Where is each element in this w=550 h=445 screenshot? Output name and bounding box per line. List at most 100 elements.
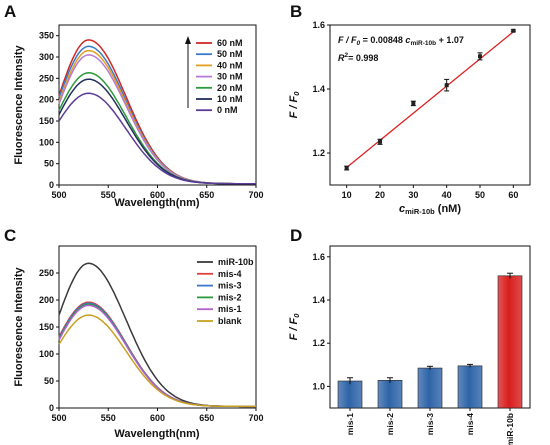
chart-d-bar [417, 367, 443, 409]
chart-b-ylabel: F / F0 [288, 91, 301, 119]
chart-d-bar [457, 365, 483, 409]
chart-a-y-tick-label: 300 [39, 52, 54, 62]
chart-b-point [344, 166, 349, 171]
chart-a-y-tick-label: 250 [39, 73, 54, 83]
chart-c-legend-label-0: miR-10b [218, 257, 254, 267]
chart-c-y-tick-label: 250 [39, 268, 54, 278]
chart-b-x-tick-label: 60 [508, 190, 518, 200]
chart-a-y-tick-label: 100 [39, 137, 54, 147]
chart-c-legend-label-4: mis-1 [218, 304, 242, 314]
chart-c-y-ticks: 0 50 100 150 200 250 [39, 268, 59, 413]
chart-a-y-tick-label: 50 [44, 159, 54, 169]
chart-c-x-tick-label: 600 [150, 413, 165, 423]
chart-a-ylabel: Fluorescence Intensity [13, 45, 25, 165]
chart-d-y-ticks: 1.0 1.2 1.4 1.6 [312, 252, 330, 391]
chart-b-x-tick-label: 50 [475, 190, 485, 200]
chart-c-y-tick-label: 100 [39, 349, 54, 359]
chart-c-legend-label-5: blank [218, 316, 243, 326]
chart-d-x-tick-label: mis-3 [425, 413, 435, 435]
chart-d-bar [377, 380, 403, 409]
panel-label-b: B [290, 2, 302, 21]
chart-a-x-tick-label: 500 [51, 190, 66, 200]
chart-a-legend-label-4: 20 nM [217, 83, 243, 93]
chart-b-point [511, 28, 516, 33]
chart-a-curves [58, 39, 256, 185]
chart-d-x-tick-label: miR-10b [505, 413, 515, 445]
chart-b-y-ticks: 1.2 1.4 1.6 [312, 20, 330, 158]
chart-b-x-tick-label: 10 [342, 190, 352, 200]
chart-a-series-line-6 [58, 92, 256, 185]
chart-c-xlabel: Wavelength(nm) [114, 428, 199, 440]
chart-c-x-tick-label: 650 [199, 413, 214, 423]
chart-d-x-tick-label: mis-4 [465, 413, 475, 435]
chart-b-y-tick-label: 1.4 [312, 84, 325, 94]
chart-d-y-tick-label: 1.6 [312, 252, 325, 262]
chart-b-point [378, 139, 382, 144]
chart-b-point [444, 83, 449, 88]
chart-c-x-tick-label: 550 [101, 413, 116, 423]
chart-c-y-tick-label: 150 [39, 322, 54, 332]
chart-b-point [478, 54, 482, 59]
chart-c-y-tick-label: 200 [39, 295, 54, 305]
chart-d-y-tick-label: 1.4 [312, 295, 325, 305]
chart-b-x-tick-label: 40 [442, 190, 452, 200]
chart-b-x-tick-label: 30 [408, 190, 418, 200]
chart-c-x-tick-label: 500 [51, 413, 66, 423]
chart-c-legend-label-3: mis-2 [218, 292, 242, 302]
chart-c-y-tick-label: 0 [49, 403, 54, 413]
chart-c-curves [58, 262, 256, 408]
chart-a-legend-label-3: 30 nM [217, 72, 243, 82]
chart-a-x-tick-label: 550 [101, 190, 116, 200]
chart-a-x-tick-label: 700 [248, 190, 263, 200]
chart-d-x-tick-label: mis-2 [385, 413, 395, 435]
chart-d-bar [497, 275, 523, 409]
chart-a-y-tick-label: 150 [39, 116, 54, 126]
chart-b-y-tick-label: 1.6 [312, 20, 325, 30]
chart-a-x-tick-label: 600 [150, 190, 165, 200]
chart-b-x-tick-label: 20 [375, 190, 385, 200]
panel-label-a: A [4, 2, 16, 21]
chart-a-xlabel: Wavelength(nm) [114, 197, 199, 209]
chart-a-legend-label-6: 0 nM [217, 105, 238, 115]
chart-d-y-tick-label: 1.0 [312, 381, 325, 391]
chart-b-r-squared: R2= 0.998 [338, 52, 378, 63]
chart-c-ylabel: Fluorescence Intensity [13, 267, 25, 387]
chart-d-bar [337, 380, 363, 409]
chart-b-y-tick-label: 1.2 [312, 148, 325, 158]
chart-c-y-tick-label: 50 [44, 376, 54, 386]
chart-b-fit-line [346, 31, 514, 168]
chart-a-y-tick-label: 0 [49, 180, 54, 190]
chart-c-series-line-5 [58, 314, 256, 408]
chart-b-points [344, 28, 516, 171]
panel-label-c: C [4, 226, 16, 245]
chart-b-frame [329, 24, 531, 186]
chart-a-x-tick-label: 650 [199, 190, 214, 200]
chart-d-ylabel: F / F0 [288, 313, 301, 341]
chart-a-legend-label-2: 40 nM [217, 60, 243, 70]
chart-d-bars [337, 272, 523, 409]
chart-c-x-ticks: 500 550 600 650 700 [51, 408, 264, 423]
chart-c-legend-label-2: mis-3 [218, 281, 242, 291]
chart-b-point [411, 101, 416, 106]
chart-a: 0 50 100 150 200 250 300 350 500 550 600 650 700 60… [13, 24, 264, 209]
chart-a-y-tick-label: 350 [39, 31, 54, 41]
chart-c-x-tick-label: 700 [248, 413, 263, 423]
chart-d-x-tick-label: mis-1 [345, 413, 355, 435]
chart-b-equation: F / F0 = 0.00848 cmiR-10b + 1.07 [338, 35, 464, 47]
chart-b-regression-line [346, 31, 514, 168]
chart-a-y-tick-label: 200 [39, 95, 54, 105]
chart-d: 1.0 1.2 1.4 1.6 mis-1 mis-2 mis-3 mis-4 miR-10b… [288, 245, 531, 445]
chart-b-xlabel: cmiR-10b (nM) [399, 203, 461, 216]
panel-label-d: D [290, 226, 302, 245]
chart-b-x-ticks: 10 20 30 40 50 60 [342, 185, 518, 200]
chart-a-x-ticks: 500 550 600 650 700 [51, 185, 264, 200]
chart-c-legend-label-1: mis-4 [218, 269, 242, 279]
chart-a-legend-label-0: 60 nM [217, 38, 243, 48]
chart-d-y-tick-label: 1.2 [312, 338, 325, 348]
chart-a-y-ticks: 0 50 100 150 200 250 300 350 [39, 31, 59, 190]
